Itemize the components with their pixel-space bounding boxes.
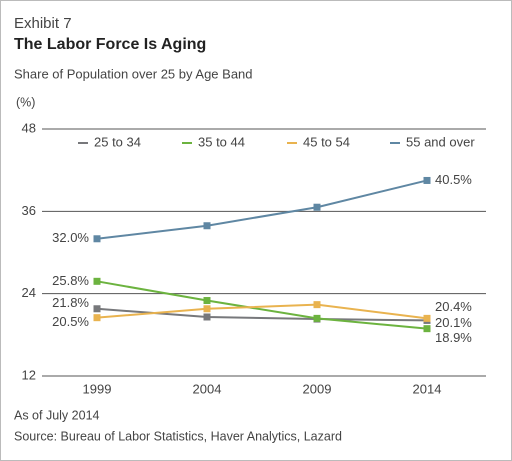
note: As of July 2014 (14, 408, 100, 422)
legend-label: 45 to 54 (303, 134, 350, 149)
source: Source: Bureau of Labor Statistics, Have… (14, 429, 342, 443)
legend-label: 25 to 34 (94, 134, 141, 149)
series-line (96, 179, 428, 240)
chart-subtitle: Share of Population over 25 by Age Band (14, 66, 253, 81)
series-line (96, 303, 428, 320)
data-label: 18.9% (435, 330, 472, 345)
x-tick-label: 1999 (83, 381, 112, 396)
exhibit-label: Exhibit 7 (14, 15, 72, 32)
y-axis-label: (%) (16, 95, 35, 109)
chart-title: The Labor Force Is Aging (14, 36, 206, 53)
data-label: 20.4% (435, 299, 472, 314)
point-marker (423, 325, 431, 333)
series-line (96, 280, 428, 330)
point-marker (203, 222, 211, 230)
legend-label: 55 and over (406, 134, 475, 149)
y-tick-label: 24 (22, 285, 36, 300)
point-marker (313, 301, 321, 309)
legend-label: 35 to 44 (198, 134, 245, 149)
point-marker (203, 313, 211, 321)
y-tick-label: 48 (22, 120, 36, 135)
point-marker (93, 235, 101, 243)
data-label: 21.8% (52, 295, 89, 310)
data-label: 20.5% (52, 314, 89, 329)
x-tick-label: 2009 (303, 381, 332, 396)
data-label: 32.0% (52, 230, 89, 245)
point-marker (93, 277, 101, 285)
x-tick-label: 2004 (193, 381, 222, 396)
point-marker (93, 314, 101, 322)
point-marker (203, 297, 211, 305)
data-label: 40.5% (435, 172, 472, 187)
y-tick-label: 36 (22, 203, 36, 218)
y-tick-label: 12 (22, 367, 36, 382)
point-marker (93, 305, 101, 313)
point-marker (313, 314, 321, 322)
point-marker (203, 305, 211, 313)
point-marker (423, 176, 431, 184)
data-label: 20.1% (435, 315, 472, 330)
point-marker (423, 314, 431, 322)
data-label: 25.8% (52, 273, 89, 288)
x-tick-label: 2014 (413, 381, 442, 396)
point-marker (313, 203, 321, 211)
